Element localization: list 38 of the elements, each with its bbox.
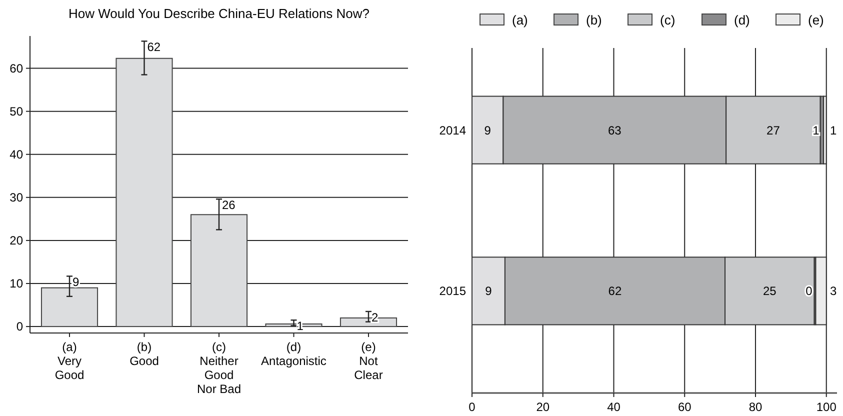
data-label: 62 — [608, 284, 622, 298]
data-label: 0 — [806, 284, 813, 298]
y-tick-label: 0 — [16, 320, 24, 334]
data-label: 62 — [147, 40, 161, 54]
y-tick-label: 50 — [10, 104, 24, 119]
legend-label: (d) — [734, 12, 750, 28]
data-label: 25 — [762, 284, 777, 298]
x-tick-label: (d) Antagonistic — [261, 340, 326, 368]
legend-label: (c) — [660, 12, 676, 28]
data-label: 1 — [812, 123, 820, 138]
y-tick-label: 60 — [10, 61, 24, 76]
x-tick-label: (b) Good — [130, 340, 159, 368]
data-label: 9 — [485, 284, 492, 298]
chart-title: How Would You Describe China-EU Relations Now? — [68, 6, 370, 21]
y-tick-label: 40 — [10, 148, 24, 162]
data-label: 1 — [830, 123, 838, 138]
x-tick-label: (c) Neither Good Nor Bad — [196, 340, 242, 396]
x-tick-label: 60 — [678, 400, 692, 414]
x-tick-label: (a) Very Good — [54, 340, 84, 382]
y-tick-label: 30 — [10, 190, 24, 205]
x-tick-label: 80 — [748, 400, 762, 414]
legend-label: (e) — [808, 12, 824, 28]
x-tick-label: 0 — [468, 400, 476, 414]
data-label: 63 — [608, 123, 622, 138]
x-tick-label: 20 — [536, 400, 550, 414]
y-tick-label: 20 — [10, 234, 24, 248]
x-tick-label: 40 — [607, 400, 621, 414]
y-tick-label: 2015 — [439, 284, 466, 298]
y-tick-label: 2014 — [439, 123, 466, 138]
x-tick-label: 100 — [816, 400, 837, 414]
legend-label: (a) — [512, 12, 528, 28]
legend-label: (b) — [586, 12, 602, 28]
data-label: 27 — [766, 123, 780, 138]
x-tick-label: (e) Not Clear — [354, 340, 383, 382]
data-label: 26 — [222, 198, 236, 212]
data-label: 9 — [484, 123, 492, 138]
y-tick-label: 10 — [10, 276, 24, 291]
data-label: 3 — [830, 284, 838, 298]
